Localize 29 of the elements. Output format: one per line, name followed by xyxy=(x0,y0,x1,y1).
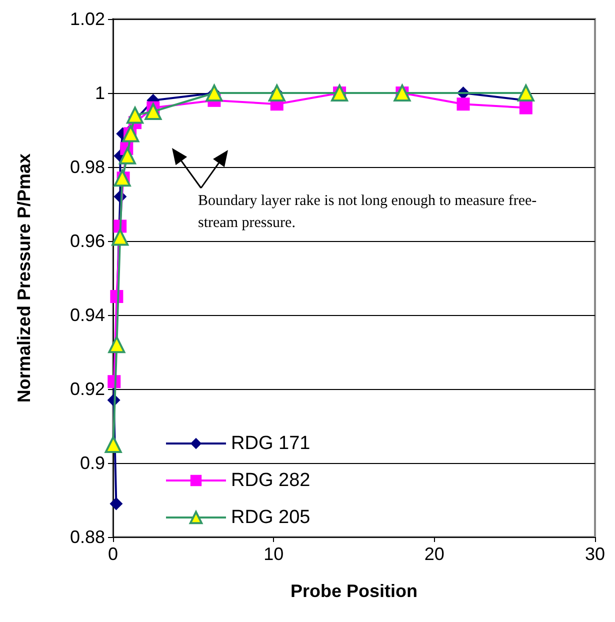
y-tick-label: 0.94 xyxy=(70,305,105,325)
legend-label: RDG 171 xyxy=(231,433,310,454)
point xyxy=(144,103,162,120)
point xyxy=(517,84,534,102)
y-tick-label: 0.92 xyxy=(70,379,105,399)
x-tick-label: 30 xyxy=(584,544,606,564)
point xyxy=(110,497,123,510)
x-tick-label: 0 xyxy=(108,544,118,564)
x-axis-title: Probe Position xyxy=(290,581,418,601)
y-tick-label: 0.98 xyxy=(70,157,105,177)
legend-label: RDG 205 xyxy=(231,507,310,528)
y-tick-label: 1.02 xyxy=(70,9,105,29)
x-tick-label: 20 xyxy=(424,544,444,564)
point xyxy=(519,101,532,114)
y-tick-label: 0.9 xyxy=(80,453,105,473)
y-tick-label: 1 xyxy=(94,83,105,103)
y-axis-title: Normalized Pressure P/Pmax xyxy=(14,153,34,403)
legend-label: RDG 282 xyxy=(231,470,310,491)
point xyxy=(112,228,129,246)
point xyxy=(126,106,144,124)
point xyxy=(456,98,470,111)
point xyxy=(104,436,122,453)
point xyxy=(108,336,126,354)
point xyxy=(114,170,131,187)
point xyxy=(118,147,136,164)
annotation: Boundary layer rake is not long enough to measure free-stream pressure. xyxy=(198,192,538,233)
x-tick-label: 10 xyxy=(264,544,284,564)
y-tick-label: 0.88 xyxy=(70,527,105,547)
y-tick-label: 0.96 xyxy=(70,231,105,251)
